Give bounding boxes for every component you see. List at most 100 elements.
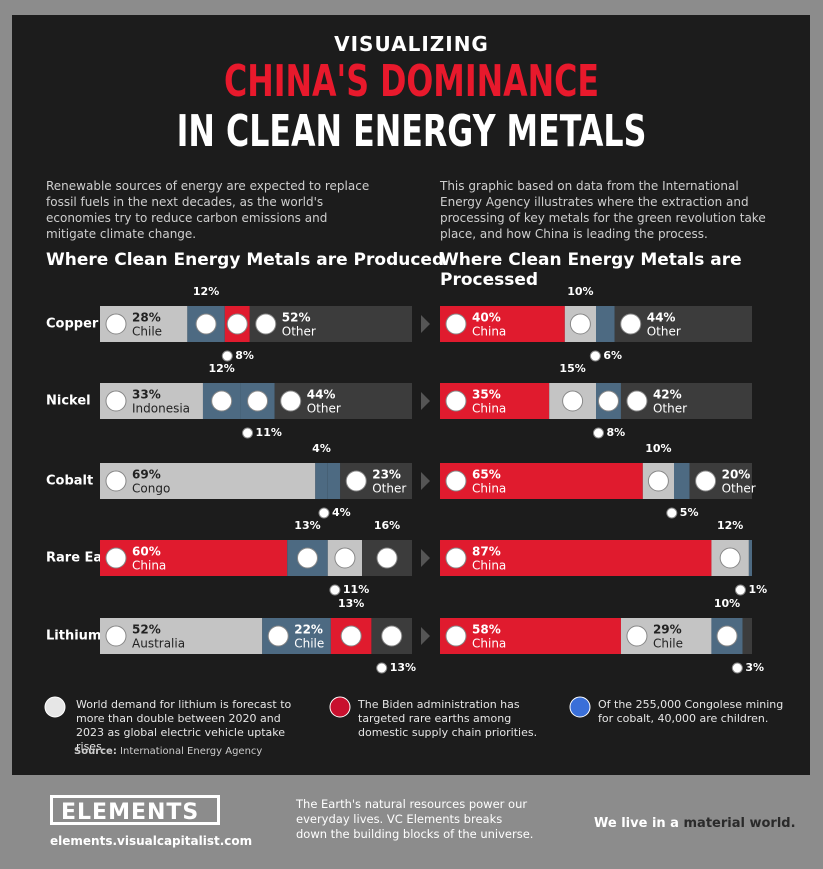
flag (105, 313, 127, 335)
flag (334, 547, 356, 569)
flag-small (221, 350, 233, 362)
flag-small (666, 507, 678, 519)
flag (647, 470, 669, 492)
segment-name: China (472, 559, 506, 573)
value-label: 69% (132, 468, 161, 482)
flag (597, 390, 619, 412)
segment-name: China (472, 325, 506, 339)
value-label: 4% (332, 506, 351, 519)
source-label: Source: (74, 746, 117, 757)
arrow (421, 392, 430, 410)
bar-segment (249, 306, 412, 342)
arrow (421, 315, 430, 333)
value-label: 10% (714, 597, 740, 610)
flag (105, 547, 127, 569)
value-label: 12% (209, 362, 235, 375)
chart-title: Where Clean Energy Metals are Processed (440, 250, 742, 290)
blurb: The Earth's natural resources power our … (296, 797, 534, 841)
value-label: 35% (472, 388, 501, 402)
value-label: 8% (606, 426, 625, 439)
kicker: VISUALIZING (334, 32, 489, 56)
metal-label: Cobalt (46, 474, 93, 489)
segment-name: Congo (132, 482, 170, 496)
value-label: 8% (235, 349, 254, 362)
bar-segment (440, 463, 643, 499)
flag (195, 313, 217, 335)
flag (716, 625, 738, 647)
value-label: 28% (132, 311, 161, 325)
value-label: 4% (312, 442, 331, 455)
flag-small (592, 427, 604, 439)
chart-title: Where Clean Energy Metals are Produced (46, 250, 445, 270)
flag (620, 313, 642, 335)
bar-segment (315, 463, 328, 499)
brand: ELEMENTS (50, 795, 220, 825)
value-label: 52% (132, 623, 161, 637)
segment-name: Chile (132, 325, 162, 339)
flag (445, 390, 467, 412)
flag-small (734, 584, 746, 596)
tagline-em: material world. (683, 816, 796, 831)
segment-name: China (472, 402, 506, 416)
note-icon (329, 696, 351, 718)
value-label: 5% (680, 506, 699, 519)
segment-name: China (472, 637, 506, 651)
flag (445, 625, 467, 647)
value-label: 12% (717, 519, 743, 532)
value-label: 13% (338, 597, 364, 610)
flag-small (731, 662, 743, 674)
metal-label: Nickel (46, 394, 91, 409)
value-label: 13% (294, 519, 320, 532)
value-label: 60% (132, 545, 161, 559)
value-label: 44% (307, 388, 336, 402)
flag-small (376, 662, 388, 674)
flag-small (589, 350, 601, 362)
flag (255, 313, 277, 335)
flag (569, 313, 591, 335)
value-label: 40% (472, 311, 501, 325)
value-label: 10% (645, 442, 671, 455)
note-icon (569, 696, 591, 718)
segment-name: Australia (132, 637, 185, 651)
segment-name: China (132, 559, 166, 573)
bar-segment (100, 540, 288, 576)
flag (226, 313, 248, 335)
segment-name: Other (282, 325, 316, 339)
bar-segment (674, 463, 690, 499)
flag (280, 390, 302, 412)
arrow (421, 627, 430, 645)
value-label: 23% (372, 468, 401, 482)
segment-name: Other (647, 325, 681, 339)
flag (105, 470, 127, 492)
flag (340, 625, 362, 647)
value-label: 52% (282, 311, 311, 325)
flag (445, 470, 467, 492)
value-label: 65% (472, 468, 501, 482)
flag (247, 390, 269, 412)
segment-name: Chile (294, 637, 324, 651)
segment-name: Other (307, 402, 341, 416)
value-label: 22% (294, 623, 323, 637)
segment-name: Chile (653, 637, 683, 651)
flag (562, 390, 584, 412)
note-icon (44, 696, 66, 718)
segment-name: Other (722, 482, 756, 496)
arrow (421, 472, 430, 490)
bar-segment (327, 463, 341, 499)
flag-small (242, 427, 254, 439)
value-label: 15% (559, 362, 585, 375)
flag (719, 547, 741, 569)
value-label: 3% (745, 661, 764, 674)
bar-segment (440, 618, 621, 654)
segment-name: Indonesia (132, 402, 190, 416)
segment-name: Other (372, 482, 406, 496)
note: World demand for lithium is forecast to … (76, 698, 292, 753)
metal-label: Lithium (46, 629, 101, 644)
bar-segment (742, 618, 752, 654)
value-label: 58% (472, 623, 501, 637)
tagline: We live in a material world. (594, 816, 796, 831)
bar-segment (100, 463, 316, 499)
flag (105, 625, 127, 647)
flag (626, 625, 648, 647)
title-white: IN CLEAN ENERGY METALS (176, 106, 647, 157)
